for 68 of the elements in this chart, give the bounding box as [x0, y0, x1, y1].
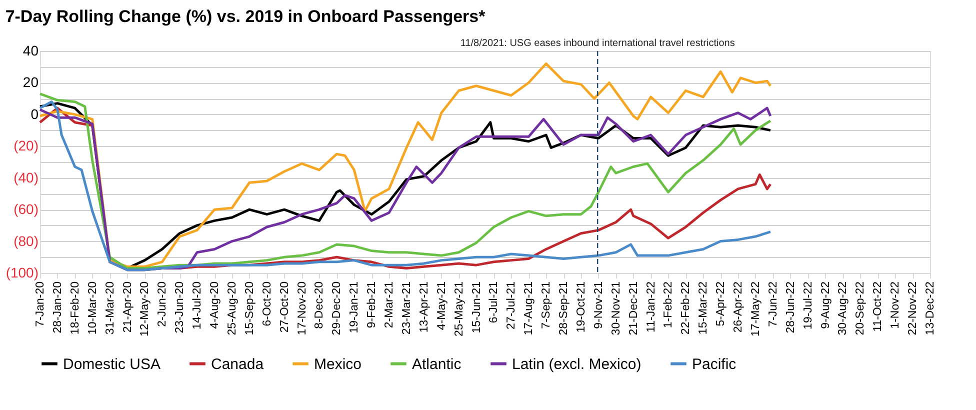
x-tick-label: 15-Jun-21: [470, 282, 483, 334]
y-tick-label: (20): [14, 138, 38, 154]
x-tick-label: 29-Dec-20: [331, 282, 344, 336]
x-tick-label: 15-Mar-22: [698, 282, 710, 335]
x-tick-label: 23-Mar-21: [400, 282, 413, 335]
x-tick-label: 28-Sep-21: [558, 282, 570, 336]
legend-label: Latin (excl. Mexico): [512, 356, 642, 373]
x-tick-label: 27-Oct-20: [278, 282, 291, 333]
x-tick-label: 1-Nov-22: [890, 282, 902, 329]
x-tick-label: 21-Dec-21: [628, 282, 640, 336]
y-tick-label: (100): [6, 264, 38, 280]
x-tick-label: 20-Sep-22: [854, 282, 867, 336]
x-tick-label: 26-Apr-22: [732, 282, 745, 333]
x-tick-label: 13-Apr-21: [418, 282, 430, 333]
x-tick-label: 2-Jun-20: [156, 282, 169, 327]
legend-label: Canada: [211, 356, 264, 373]
x-tick-label: 25-Aug-20: [226, 282, 238, 336]
x-tick-label: 27-Jul-21: [506, 282, 518, 330]
x-tick-label: 5-Apr-22: [715, 282, 728, 326]
legend-label: Mexico: [314, 356, 362, 373]
x-tick-label: 18-Feb-20: [69, 282, 82, 335]
y-tick-label: (80): [14, 232, 38, 249]
x-tick-label: 17-May-22: [750, 282, 762, 336]
legend-label: Pacific: [692, 356, 737, 373]
x-tick-label: 22-Nov-22: [907, 282, 920, 336]
x-tick-label: 21-Apr-20: [122, 282, 134, 333]
x-tick-label: 17-Aug-21: [523, 282, 536, 336]
x-tick-label: 17-Nov-20: [296, 282, 308, 336]
y-tick-label: 0: [30, 106, 39, 122]
y-tick-label: (60): [14, 201, 38, 218]
x-tick-label: 19-Oct-21: [575, 282, 588, 333]
x-tick-label: 8-Dec-20: [314, 282, 326, 329]
x-tick-label: 13-Dec-22: [924, 282, 936, 336]
x-tick-label: 11-Jan-22: [645, 282, 658, 332]
x-tick-label: 9-Nov-21: [592, 282, 605, 329]
x-tick-label: 2-Mar-21: [384, 282, 396, 328]
y-tick-label: (40): [14, 169, 38, 186]
x-tick-label: 25-May-21: [453, 282, 466, 336]
chart-title: 7-Day Rolling Change (%) vs. 2019 in Onboard Passengers*: [5, 7, 486, 26]
x-tick-label: 22-Feb-22: [680, 282, 692, 335]
ref-line-label: 11/8/2021: USG eases inbound international travel restrictions: [460, 38, 735, 49]
x-tick-label: 11-Oct-22: [872, 282, 884, 332]
x-tick-label: 7-Jan-20: [34, 282, 46, 327]
x-tick-label: 9-Aug-22: [820, 282, 832, 329]
x-tick-label: 10-Mar-20: [86, 282, 99, 335]
y-tick-label: 40: [22, 42, 39, 58]
x-tick-label: 31-Mar-20: [104, 282, 116, 335]
x-tick-label: 23-Jun-20: [174, 282, 186, 334]
x-tick-label: 15-Sep-20: [244, 282, 256, 336]
x-tick-label: 4-Aug-20: [209, 282, 222, 329]
x-tick-label: 30-Nov-21: [610, 282, 622, 336]
x-tick-label: 28-Jan-20: [52, 282, 64, 334]
x-tick-label: 12-May-20: [139, 282, 152, 336]
x-tick-label: 1-Feb-22: [662, 282, 675, 328]
x-tick-label: 7-Jun-22: [767, 282, 780, 327]
x-tick-label: 19-Jan-21: [348, 282, 361, 334]
legend-label: Domestic USA: [63, 356, 161, 373]
x-tick-label: 28-Jun-22: [784, 282, 797, 334]
x-tick-label: 6-Oct-20: [261, 282, 274, 326]
x-tick-label: 9-Feb-21: [366, 282, 378, 328]
x-tick-label: 19-Jul-22: [802, 282, 814, 330]
x-tick-label: 6-Jul-21: [488, 282, 500, 324]
legend-label: Atlantic: [412, 356, 462, 373]
y-tick-label: 20: [22, 74, 39, 90]
x-tick-label: 7-Sep-21: [540, 282, 553, 329]
x-tick-label: 14-Jul-20: [192, 282, 204, 330]
x-tick-label: 30-Aug-22: [837, 282, 850, 336]
x-tick-label: 4-May-21: [436, 282, 448, 330]
